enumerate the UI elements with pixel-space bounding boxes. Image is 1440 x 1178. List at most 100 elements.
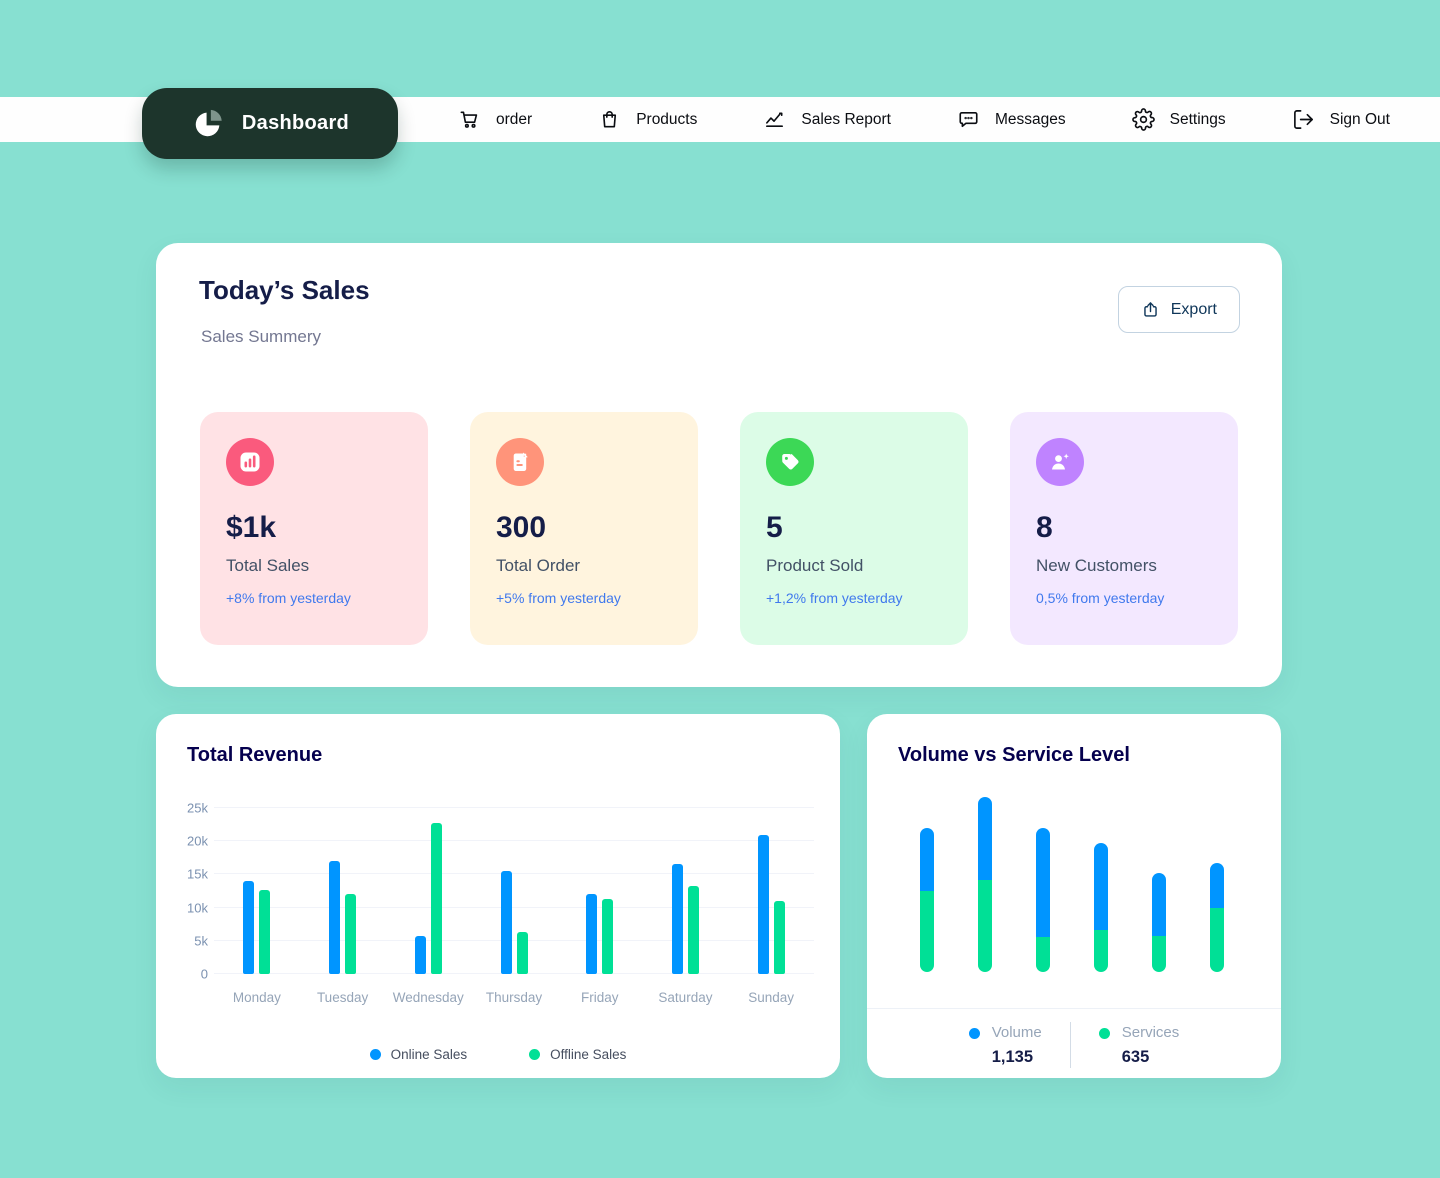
revenue-chart-title: Total Revenue — [187, 744, 323, 766]
message-icon — [959, 111, 978, 128]
bar-group-friday — [557, 808, 643, 974]
legend-label: Online Sales — [390, 1047, 468, 1062]
x-tick-label: Tuesday — [316, 990, 369, 1005]
stacked-bar-2 — [978, 797, 992, 972]
stat-delta: +8% from yesterday — [226, 590, 351, 606]
stat-card-total-sales: $1k Total Sales +8% from yesterday — [200, 412, 428, 645]
page-subtitle: Sales Summery — [201, 327, 321, 346]
bar-chart-icon — [226, 438, 274, 486]
bar-offline-sales-friday — [602, 898, 614, 974]
revenue-legend: Online Sales Offline Sales — [156, 1047, 840, 1062]
legend-item-online-sales: Online Sales — [369, 1047, 468, 1062]
legend-label: Volume — [991, 1023, 1042, 1041]
bar-online-sales-thursday — [500, 871, 512, 974]
export-button[interactable]: Export — [1117, 286, 1240, 333]
services-segment — [1094, 930, 1108, 972]
stacked-bar-1 — [920, 828, 934, 972]
legend-dot — [968, 1027, 980, 1039]
stacked-bar-6 — [1210, 863, 1224, 972]
volume-bars — [920, 797, 1224, 972]
bar-group-tuesday — [300, 808, 386, 974]
nav-item-settings[interactable]: Settings — [1131, 108, 1226, 131]
gridline — [214, 807, 814, 808]
page-title: Today’s Sales — [199, 275, 370, 305]
stat-label: Total Order — [496, 556, 581, 575]
legend-item-services: Services 635 — [1093, 1024, 1186, 1067]
volume-segment — [1152, 873, 1166, 936]
stat-card-row: $1k Total Sales +8% from yesterday 300 T… — [200, 412, 1238, 645]
bar-online-sales-friday — [586, 894, 598, 974]
y-tick-label: 20k — [187, 833, 208, 849]
legend-dot — [529, 1049, 541, 1060]
nav-item-sign-out[interactable]: Sign Out — [1292, 108, 1390, 131]
legend-label: Offline Sales — [550, 1047, 627, 1062]
bar-online-sales-wednesday — [414, 935, 426, 974]
services-segment — [1152, 936, 1166, 972]
nav-item-sales-report[interactable]: Sales Report — [763, 108, 891, 131]
y-tick-label: 0 — [200, 966, 208, 982]
stat-card-total-order: 300 Total Order +5% from yesterday — [470, 412, 698, 645]
stat-label: New Customers — [1036, 556, 1157, 575]
revenue-y-axis: 0 5k 10k 15k 20k 25k — [172, 801, 208, 982]
volume-legend: Volume 1,135 Services 635 — [867, 1022, 1281, 1068]
x-tick-label: Thursday — [485, 990, 543, 1005]
pie-chart-icon — [195, 109, 222, 136]
bar-group-monday — [214, 808, 300, 974]
export-button-label: Export — [1170, 300, 1217, 318]
stacked-bar-4 — [1094, 843, 1108, 972]
dashboard-button[interactable]: Dashboard — [142, 88, 398, 159]
legend-label: Services — [1121, 1023, 1180, 1041]
revenue-plot — [214, 807, 814, 974]
gridline — [214, 939, 814, 941]
y-tick-label: 10k — [187, 900, 208, 916]
nav-item-products[interactable]: Products — [598, 108, 697, 131]
bar-online-sales-monday — [243, 881, 255, 974]
stacked-bar-5 — [1152, 873, 1166, 972]
nav-item-label: order — [496, 110, 533, 128]
legend-text: Volume 1,135 — [992, 1024, 1042, 1067]
nav-item-label: Products — [636, 110, 698, 128]
sign-out-icon — [1293, 110, 1313, 129]
stat-value: 300 — [496, 511, 547, 544]
stat-value: 8 — [1036, 511, 1053, 544]
bar-offline-sales-saturday — [687, 886, 699, 974]
volume-chart-title: Volume vs Service Level — [898, 744, 1130, 766]
nav-item-order[interactable]: order — [458, 108, 532, 131]
volume-segment — [978, 797, 992, 880]
bar-offline-sales-thursday — [516, 932, 528, 974]
y-tick-label: 15k — [187, 866, 208, 882]
x-tick-label: Monday — [232, 990, 281, 1005]
bar-group-wednesday — [385, 808, 471, 974]
volume-segment — [1094, 843, 1108, 930]
volume-service-card: Volume vs Service Level Volume 1,135 Servi… — [867, 714, 1281, 1078]
gridline — [214, 906, 814, 908]
revenue-x-axis: Monday Tuesday Wednesday Thursday Friday Satu… — [214, 990, 814, 1005]
nav-item-messages[interactable]: Messages — [957, 108, 1066, 131]
legend-text: Services 635 — [1122, 1024, 1180, 1067]
stat-card-product-sold: 5 Product Sold +1,2% from yesterday — [740, 412, 968, 645]
legend-item-offline-sales: Offline Sales — [529, 1047, 626, 1062]
bar-offline-sales-monday — [259, 889, 271, 974]
x-tick-label: Saturday — [658, 990, 713, 1005]
bar-group-thursday — [471, 808, 557, 974]
brand-label: Dashboard — [241, 112, 350, 134]
bar-offline-sales-tuesday — [345, 894, 357, 974]
legend-item-volume: Volume 1,135 — [963, 1024, 1048, 1067]
legend-divider — [867, 1008, 1281, 1009]
nav-menu: order Products Sales Report Messages Set… — [458, 97, 1390, 142]
x-tick-label: Sunday — [748, 990, 795, 1005]
gridline — [214, 840, 814, 842]
bar-online-sales-sunday — [757, 834, 769, 974]
services-segment — [978, 880, 992, 972]
stat-delta: +1,2% from yesterday — [766, 590, 903, 606]
y-tick-label: 5k — [194, 933, 208, 949]
services-segment — [1210, 908, 1224, 972]
legend-dot — [369, 1049, 381, 1060]
gridline — [214, 973, 814, 974]
legend-separator — [1069, 1022, 1071, 1068]
export-icon — [1143, 302, 1157, 317]
gridline — [214, 873, 814, 875]
bar-online-sales-tuesday — [329, 861, 341, 974]
services-segment — [920, 891, 934, 972]
line-chart-icon — [766, 112, 784, 128]
